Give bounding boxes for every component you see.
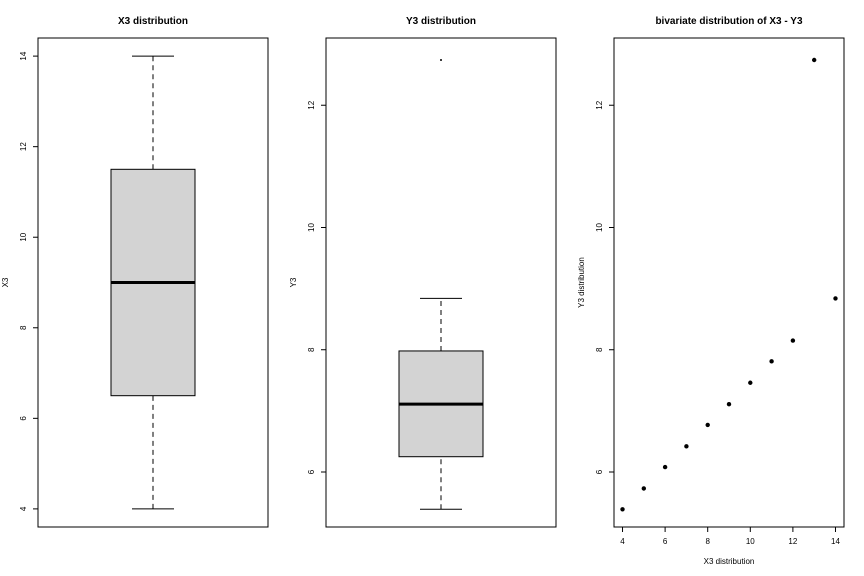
scatter-point	[705, 422, 710, 428]
y-tick-label: 10	[595, 222, 604, 231]
panel-1: X3 distribution 4 6 8 10 12 14 X3	[1, 16, 269, 528]
x-tick-label: 10	[746, 537, 755, 546]
y-tick-label: 6	[307, 469, 316, 474]
x-tick-label: 12	[788, 537, 797, 546]
scatter-point	[748, 380, 753, 385]
panel-2: Y3 distribution 6 8 10 12 Y3	[289, 16, 557, 528]
y-tick-label: 8	[595, 347, 604, 352]
y-tick-label: 8	[307, 347, 316, 352]
y-tick-label: 8	[19, 325, 28, 330]
y-tick-label: 12	[307, 100, 316, 109]
chart-title: Y3 distribution	[406, 16, 476, 27]
scatter-point	[684, 444, 689, 449]
y-axis-label: X3	[1, 277, 10, 287]
y-axis-label: Y3 distribution	[577, 257, 586, 308]
chart-title: X3 distribution	[118, 16, 188, 27]
scatter-point	[833, 296, 838, 301]
plot-frame	[325, 37, 557, 528]
chart-title: bivariate distribution of X3 - Y3	[655, 16, 803, 27]
plot-frame	[37, 37, 269, 528]
plot-frame	[613, 37, 845, 528]
scatter-point	[726, 401, 732, 407]
y-tick-label: 10	[307, 222, 316, 231]
y-axis-label: Y3	[289, 277, 298, 287]
y-tick-label: 12	[19, 142, 28, 151]
outlier-point	[440, 59, 442, 62]
scatter-point	[790, 338, 796, 343]
x-tick-label: 14	[831, 537, 840, 546]
y-tick-label: 12	[595, 100, 604, 109]
y-tick-label: 14	[19, 51, 28, 60]
scatter-point	[641, 486, 647, 491]
scatter-point	[769, 359, 774, 364]
y-tick-label: 4	[19, 506, 28, 511]
x-tick-label: 4	[620, 537, 625, 546]
scatter-point	[662, 464, 668, 470]
y-tick-label: 6	[19, 416, 28, 421]
y-tick-label: 6	[595, 469, 604, 474]
scatter-point	[620, 507, 625, 512]
panel-3: bivariate distribution of X3 - Y3 6 8 10 12 Y…	[577, 16, 845, 566]
x-tick-label: 8	[705, 537, 710, 546]
x-tick-label: 6	[663, 537, 668, 546]
y-tick-label: 10	[19, 232, 28, 241]
x-axis-label: X3 distribution	[704, 557, 755, 566]
scatter-point	[811, 57, 817, 63]
